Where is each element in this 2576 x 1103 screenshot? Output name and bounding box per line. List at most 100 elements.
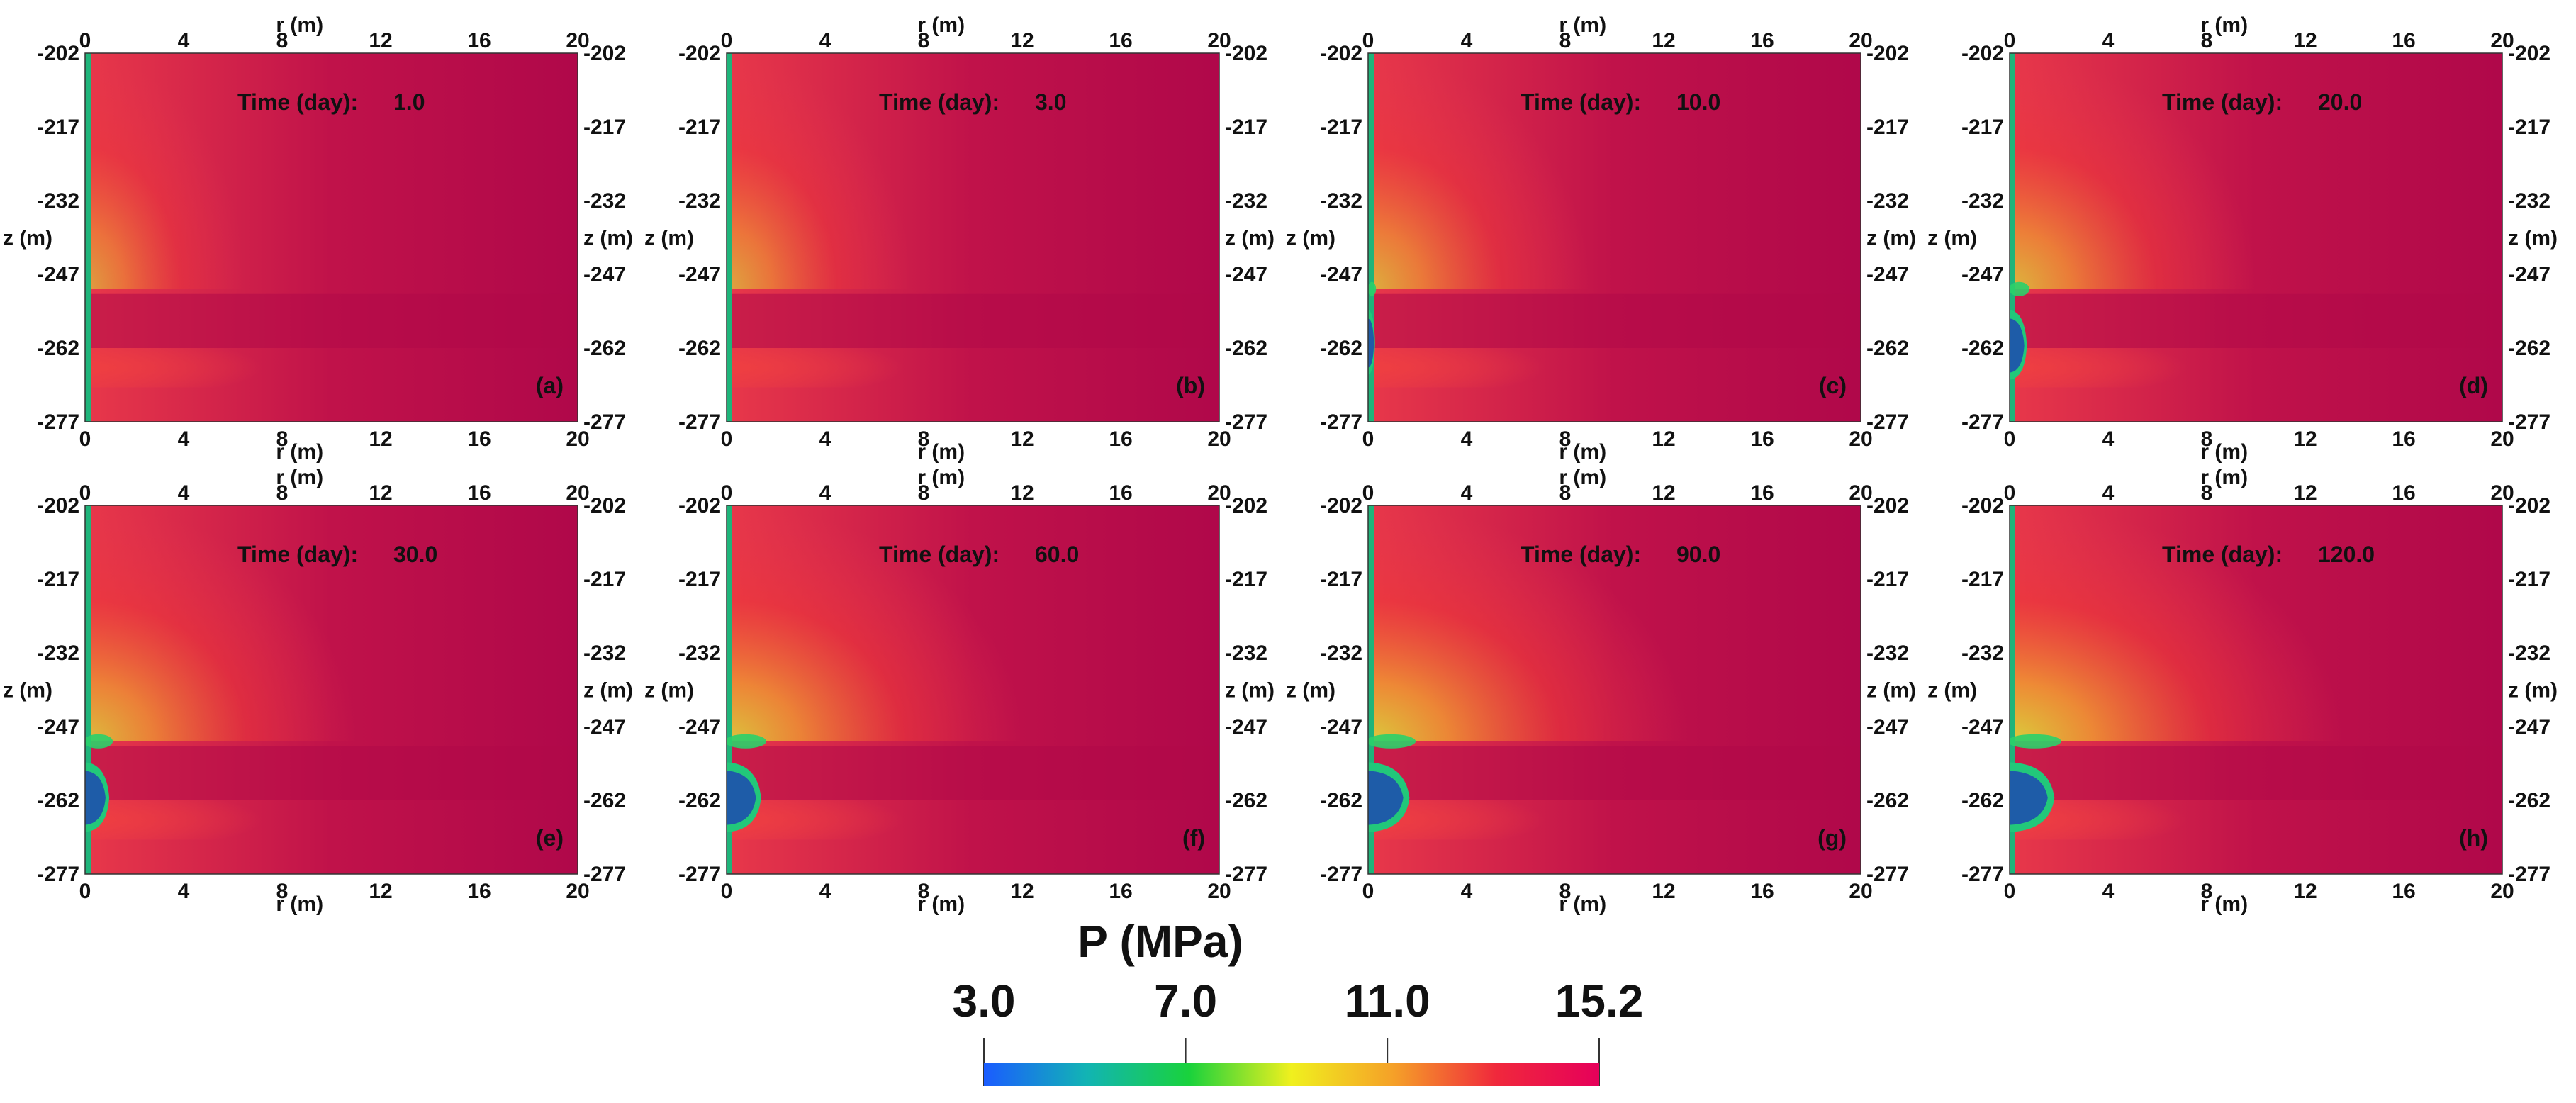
y-tick-left: -277 [37, 863, 79, 886]
y-tick-right: -232 [583, 642, 626, 665]
panel-d: 0 0 4 4 8 8 12 12 16 16 20 20 r (m) r (m) -202 -202 -217… [1927, 13, 2558, 464]
time-value: 60.0 [1035, 542, 1079, 567]
y-axis-label-left: z (m) [644, 678, 694, 702]
panel-frame [84, 505, 578, 875]
x-axis-label-bottom: r (m) [1559, 440, 1606, 464]
upper-pressure-plume [727, 505, 1022, 741]
y-tick-right: -202 [1866, 494, 1909, 517]
y-tick-right: -202 [583, 494, 626, 517]
y-tick-left: -247 [678, 715, 721, 739]
x-tick-bottom: 8 [918, 880, 930, 903]
x-tick-top: 4 [1461, 29, 1473, 52]
y-tick-left: -202 [1961, 42, 2004, 65]
x-tick-top: 16 [1750, 481, 1774, 505]
y-tick-left: -277 [37, 410, 79, 434]
upper-nub [727, 734, 766, 749]
x-tick-top: 20 [1849, 481, 1872, 505]
x-tick-bottom: 0 [721, 880, 733, 903]
y-tick-right: -262 [2508, 337, 2550, 360]
y-tick-left: -262 [1320, 337, 1362, 360]
x-tick-bottom: 12 [2293, 427, 2317, 451]
x-tick-bottom: 16 [2392, 880, 2415, 903]
y-tick-left: -202 [678, 42, 721, 65]
upper-pressure-plume [85, 53, 245, 289]
time-label: Time (day): [1521, 542, 1641, 567]
time-value: 20.0 [2318, 89, 2362, 115]
y-axis-label-left: z (m) [1286, 226, 1335, 250]
y-tick-right: -217 [1866, 568, 1909, 591]
upper-pressure-plume [2010, 53, 2256, 289]
x-tick-top: 12 [2293, 481, 2317, 505]
y-tick-left: -232 [1320, 642, 1362, 665]
y-tick-right: -247 [1225, 715, 1267, 739]
y-tick-right: -202 [1225, 42, 1267, 65]
x-tick-bottom: 0 [2004, 427, 2016, 451]
x-tick-top: 12 [1010, 481, 1034, 505]
x-tick-top: 20 [1207, 29, 1231, 52]
panel-frame [726, 505, 1220, 875]
panel-letter: (a) [536, 373, 564, 398]
low-pressure-zone [1368, 771, 1404, 825]
production-interval-band [85, 293, 578, 348]
panel-frame [1367, 505, 1861, 875]
x-axis-label-bottom: r (m) [917, 892, 965, 916]
x-tick-top: 4 [819, 29, 831, 52]
x-tick-top: 12 [369, 481, 392, 505]
y-axis-label-left: z (m) [1927, 226, 1977, 250]
y-tick-right: -217 [2508, 568, 2550, 591]
y-tick-left: -232 [678, 189, 721, 213]
colorbar-tick-label: 15.2 [1555, 975, 1644, 1026]
y-tick-right: -247 [583, 263, 626, 286]
y-tick-right: -277 [583, 410, 626, 434]
x-tick-bottom: 8 [1559, 880, 1572, 903]
x-tick-top: 16 [2392, 29, 2415, 52]
y-tick-right: -217 [583, 116, 626, 139]
x-tick-top: 4 [178, 481, 190, 505]
y-tick-left: -262 [678, 337, 721, 360]
x-tick-bottom: 16 [467, 427, 491, 451]
wellbore-strip [85, 53, 91, 422]
y-tick-left: -262 [1320, 789, 1362, 812]
x-tick-top: 0 [721, 481, 733, 505]
y-tick-left: -277 [678, 863, 721, 886]
x-axis-label-top: r (m) [917, 13, 965, 37]
time-value: 90.0 [1676, 542, 1720, 567]
x-axis-label-bottom: r (m) [1559, 892, 1606, 916]
y-tick-right: -202 [583, 42, 626, 65]
x-tick-top: 0 [1362, 29, 1374, 52]
wellbore-strip [85, 505, 91, 874]
y-tick-right: -202 [2508, 494, 2550, 517]
panel-letter: (h) [2459, 825, 2488, 851]
x-tick-bottom: 12 [369, 880, 392, 903]
x-tick-top: 0 [721, 29, 733, 52]
time-value: 1.0 [393, 89, 425, 115]
time-label: Time (day): [2162, 542, 2283, 567]
x-tick-top: 4 [819, 481, 831, 505]
y-tick-left: -217 [1961, 116, 2004, 139]
x-tick-bottom: 4 [1461, 880, 1473, 903]
x-tick-top: 0 [1362, 481, 1374, 505]
x-tick-bottom: 20 [566, 427, 589, 451]
panel-b: 0 0 4 4 8 8 12 12 16 16 20 20 r (m) r (m) -202 -202 -217… [644, 13, 1275, 464]
x-tick-bottom: 8 [2201, 427, 2213, 451]
y-tick-left: -262 [1961, 337, 2004, 360]
y-tick-left: -247 [37, 263, 79, 286]
y-tick-left: -277 [1320, 863, 1362, 886]
y-tick-left: -262 [37, 337, 79, 360]
y-tick-right: -217 [583, 568, 626, 591]
lower-pressure-band [1368, 348, 1590, 388]
x-tick-bottom: 8 [1559, 427, 1572, 451]
time-value: 10.0 [1676, 89, 1720, 115]
y-tick-right: -202 [1866, 42, 1909, 65]
x-axis-label-bottom: r (m) [917, 440, 965, 464]
production-interval-band [85, 746, 578, 800]
low-pressure-zone [1368, 318, 1374, 368]
x-tick-top: 0 [79, 481, 91, 505]
x-tick-top: 16 [1109, 29, 1132, 52]
y-axis-label-right: z (m) [2508, 678, 2558, 702]
y-axis-label-left: z (m) [3, 226, 52, 250]
x-tick-bottom: 8 [918, 427, 930, 451]
x-tick-top: 12 [1652, 481, 1675, 505]
y-tick-right: -277 [1225, 863, 1267, 886]
y-tick-left: -217 [1320, 568, 1362, 591]
